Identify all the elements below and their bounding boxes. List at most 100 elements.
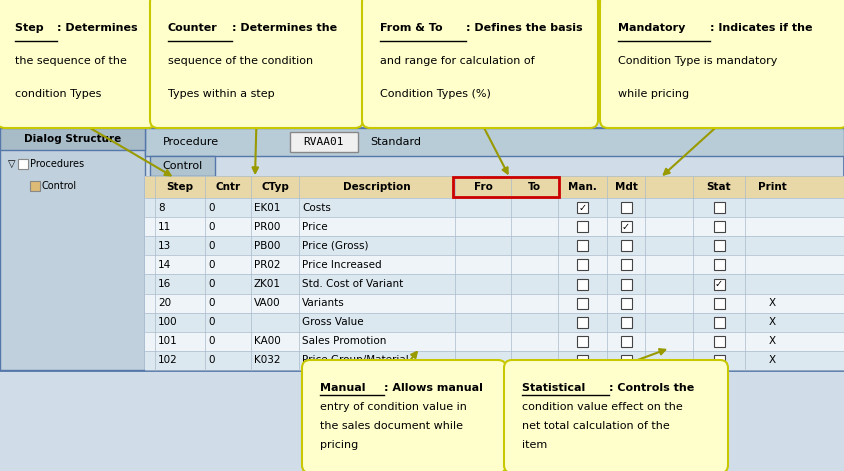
Bar [620,336,631,347]
Text: X: X [769,356,776,365]
Text: Control: Control [42,181,77,191]
Bar [290,132,358,152]
Bar [145,236,844,255]
Text: 0: 0 [208,203,214,212]
Text: sequence of the condition: sequence of the condition [168,56,313,66]
Bar [145,275,844,293]
Bar [713,317,724,328]
Text: item: item [522,440,547,450]
Text: Standard: Standard [370,137,421,147]
Text: while pricing: while pricing [618,89,689,98]
Text: ✓: ✓ [715,279,723,289]
Text: Man.: Man. [568,182,597,192]
Bar [620,240,631,251]
Text: condition Types: condition Types [15,89,101,98]
Text: Statistical: Statistical [522,382,589,393]
Bar [620,298,631,309]
Text: 8: 8 [158,203,165,212]
Text: ✓: ✓ [622,222,630,232]
Text: Manual: Manual [320,382,370,393]
Text: K032: K032 [254,356,280,365]
Bar [577,278,588,290]
Text: 14: 14 [158,260,171,270]
Bar [145,128,844,156]
Text: ✓: ✓ [578,203,587,212]
Text: : Controls the: : Controls the [609,382,694,393]
Text: X: X [769,317,776,327]
Text: : Allows manual: : Allows manual [384,382,483,393]
Text: Price Increased: Price Increased [302,260,381,270]
Text: : Determines the: : Determines the [232,24,338,33]
Text: 13: 13 [158,241,171,251]
Text: Fro: Fro [473,182,492,192]
Bar [145,351,844,370]
FancyBboxPatch shape [150,0,363,128]
Bar [713,240,724,251]
Text: ZK01: ZK01 [254,279,281,289]
Text: condition value effect on the: condition value effect on the [522,402,683,412]
Text: 0: 0 [208,279,214,289]
Bar [145,293,844,313]
Text: From & To: From & To [380,24,446,33]
Text: 0: 0 [208,317,214,327]
Text: pricing: pricing [320,440,358,450]
Text: entry of condition value in: entry of condition value in [320,402,467,412]
Text: the sales document while: the sales document while [320,421,463,431]
Text: Costs: Costs [302,203,331,212]
Bar [577,355,588,366]
Text: VA00: VA00 [254,298,280,308]
Bar [620,278,631,290]
Text: Print: Print [758,182,787,192]
Bar [145,255,844,275]
Text: Mandatory: Mandatory [618,24,690,33]
Bar [713,298,724,309]
Bar [620,202,631,213]
Text: PR02: PR02 [254,260,280,270]
FancyBboxPatch shape [362,0,598,128]
Text: Cntr: Cntr [215,182,241,192]
Bar [30,181,40,191]
Bar [453,177,559,197]
Bar [577,260,588,270]
Bar [145,332,844,351]
Text: net total calculation of the: net total calculation of the [522,421,670,431]
Bar [145,176,844,370]
Bar [145,176,844,198]
Bar [0,128,145,150]
Text: Description: Description [344,182,411,192]
Bar [577,202,588,213]
Text: : Determines: : Determines [57,24,138,33]
Bar [713,260,724,270]
Text: 0: 0 [208,298,214,308]
Text: KA00: KA00 [254,336,281,346]
FancyBboxPatch shape [0,0,156,128]
Text: X: X [769,298,776,308]
Bar [577,221,588,232]
Text: the sequence of the: the sequence of the [15,56,127,66]
Text: Std. Cost of Variant: Std. Cost of Variant [302,279,403,289]
Text: To: To [528,182,541,192]
Text: 11: 11 [158,222,171,232]
Bar [713,221,724,232]
Text: Condition Types (%): Condition Types (%) [380,89,491,98]
Bar [713,278,724,290]
Text: Stat: Stat [706,182,731,192]
Bar [0,128,145,370]
FancyBboxPatch shape [600,0,844,128]
Text: 0: 0 [208,356,214,365]
Bar [577,298,588,309]
Text: Price: Price [302,222,327,232]
Bar [577,240,588,251]
Text: : Indicates if the: : Indicates if the [710,24,813,33]
Text: EK01: EK01 [254,203,280,212]
Text: X: X [769,336,776,346]
Text: Condition Type is mandatory: Condition Type is mandatory [618,56,777,66]
Text: Mdt: Mdt [614,182,637,192]
Text: Procedure: Procedure [163,137,219,147]
Text: Procedures: Procedures [30,159,84,169]
FancyBboxPatch shape [504,360,728,471]
Text: 0: 0 [208,260,214,270]
Text: Step: Step [15,24,47,33]
FancyBboxPatch shape [302,360,506,471]
Text: 20: 20 [158,298,171,308]
